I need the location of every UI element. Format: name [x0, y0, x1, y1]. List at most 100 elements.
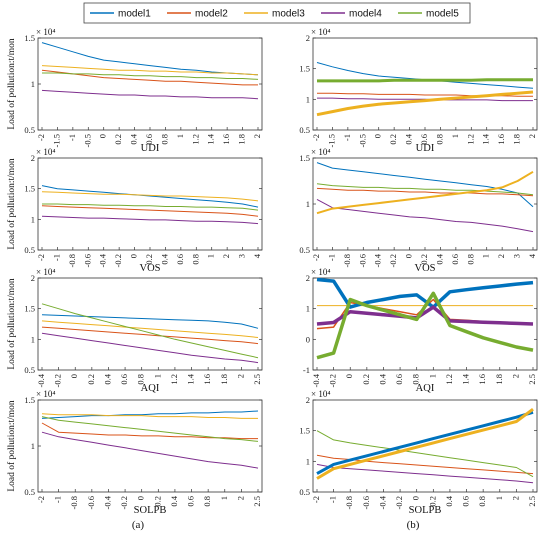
series-line-model4 [316, 198, 534, 233]
y-exponent-label: × 10⁴ [311, 267, 330, 277]
x-tick-label: 0.6 [461, 496, 471, 507]
plot-frame [37, 157, 263, 251]
x-tick-label: 4 [527, 253, 537, 258]
x-tick-label: 1.8 [512, 134, 522, 145]
series-line-model1 [316, 410, 534, 475]
x-tick-label: -0.2 [113, 254, 123, 267]
x-tick-label: 0.6 [119, 374, 129, 385]
x-tick-label: 1.8 [237, 134, 247, 145]
chart-a-AQI: 0.511.52× 10⁴-0.4 -0.2 0 0.2 0.4 0.6 0.8 1 1.2 1.… [6, 267, 263, 394]
y-tick-label: 1.5 [24, 304, 35, 314]
x-tick-label: -2 [311, 496, 321, 503]
x-tick-label: 2 [252, 134, 262, 138]
x-tick-label: 4 [252, 253, 262, 258]
x-tick-label: 1.2 [444, 374, 454, 385]
x-tick-label: 0.4 [434, 253, 444, 264]
x-tick-label: 2.5 [527, 496, 537, 507]
chart-b-SOLPB: 0.511.52× 10⁴-2 -1 -0.8 -0.6 -0.4 -0.2 0 0.2 0.4… [299, 389, 538, 516]
x-tick-label: -1 [342, 134, 352, 141]
series-line-model1 [41, 185, 259, 208]
y-tick-label: 1 [306, 304, 310, 314]
x-tick-label: -2 [36, 496, 46, 503]
y-axis-label: Load of pollution:t/mon [6, 38, 17, 130]
x-axis-label: AQI [141, 383, 160, 394]
x-tick-label: 1.6 [202, 374, 212, 385]
panel-label-a: (a) [132, 519, 145, 531]
chart-a-SOLPB: 0.5 1 1.5× 10⁴ -2 -1 -0.8 -0.6 -0.4 -0.2 0 0.2 0.4 0… [6, 389, 263, 516]
x-tick-label: 0 [69, 374, 79, 378]
series-group [316, 62, 534, 117]
x-tick-label: 0.2 [388, 134, 398, 145]
series-line-model4 [316, 305, 534, 326]
x-tick-label: 3 [512, 254, 522, 258]
x-tick-label: -0.2 [119, 496, 129, 509]
panels: 0.511.5× 10⁴-2 -1.5 -1 -0.5 0 0.2 0.4 0.6 0.8 1 1.… [6, 27, 538, 516]
y-exponent-label: × 10⁴ [36, 27, 55, 37]
series-group [41, 42, 259, 100]
series-line-model1 [41, 42, 259, 76]
x-tick-label: 1.4 [481, 133, 491, 144]
x-tick-label: 1 [450, 134, 460, 138]
series-line-model4 [316, 463, 534, 484]
y-tick-label: 2 [306, 33, 310, 43]
series-line-model3 [41, 191, 259, 202]
x-tick-label: 0 [98, 134, 108, 138]
chart-a-UDI: 0.511.5× 10⁴-2 -1.5 -1 -0.5 0 0.2 0.4 0.6 0.8 1 1.… [6, 27, 263, 154]
x-axis-label: UDI [416, 143, 435, 154]
x-tick-label: 0 [404, 254, 414, 258]
x-tick-label: 2 [527, 134, 537, 138]
x-tick-label: 1 [175, 134, 185, 138]
series-line-model1 [316, 278, 534, 309]
x-tick-label: 2 [496, 254, 506, 258]
series-line-model2 [41, 422, 258, 440]
series-line-model5 [42, 203, 259, 211]
y-tick-label: 0.5 [24, 365, 35, 375]
x-tick-label: 2 [221, 254, 231, 258]
y-exponent-label: × 10⁴ [36, 147, 55, 157]
x-tick-label: 0.8 [434, 134, 444, 145]
x-tick-label: 0.2 [152, 496, 162, 507]
x-tick-label: 1 [481, 254, 491, 258]
x-tick-label: 2 [235, 496, 245, 500]
legend-label-model2: model2 [195, 9, 228, 20]
x-tick-label: 0.6 [394, 374, 404, 385]
y-exponent-label: × 10⁴ [36, 267, 55, 277]
series-line-model5 [316, 183, 534, 196]
x-tick-label: 1.8 [494, 374, 504, 385]
x-tick-label: 0.8 [159, 134, 169, 145]
y-tick-label: 1 [31, 441, 35, 451]
x-tick-label: 3 [237, 254, 247, 258]
series-line-model5 [41, 416, 259, 442]
x-tick-label: 0.8 [465, 254, 475, 265]
plot-frame [37, 277, 263, 371]
x-tick-label: 1.8 [219, 374, 229, 385]
series-group [316, 162, 534, 233]
x-tick-label: -0.6 [357, 254, 367, 267]
series-line-model3 [316, 407, 534, 480]
series-line-model3 [316, 170, 534, 215]
y-tick-label: 0.5 [24, 125, 35, 135]
legend: model1 model2 model3 model4 model5 [83, 2, 471, 24]
y-tick-label: 1.5 [299, 64, 310, 74]
chart-b-VOS: 0.511.5× 10⁴-2 -1 -0.8 -0.6 -0.4 -0.2 0 0.2 0.4 0… [299, 147, 538, 274]
x-tick-label: 0.2 [113, 134, 123, 145]
x-tick-label: 0.4 [377, 373, 387, 384]
y-tick-label: 1 [306, 199, 310, 209]
plot-frame [312, 37, 538, 131]
y-tick-label: 2 [306, 395, 310, 405]
x-tick-label: -0.4 [36, 373, 46, 387]
x-tick-label: -0.4 [373, 253, 383, 267]
plot-frame [312, 277, 538, 371]
x-tick-label: 0.6 [450, 254, 460, 265]
y-tick-label: 2 [306, 273, 310, 283]
y-tick-label: 1 [31, 79, 35, 89]
legend-label-model1: model1 [118, 9, 151, 20]
x-tick-label: -1 [53, 496, 63, 503]
x-tick-label: 1 [427, 374, 437, 378]
x-tick-label: 0 [344, 374, 354, 378]
y-tick-label: 0.5 [299, 487, 310, 497]
x-tick-label: 0.6 [175, 254, 185, 265]
y-exponent-label: × 10⁴ [36, 389, 55, 399]
